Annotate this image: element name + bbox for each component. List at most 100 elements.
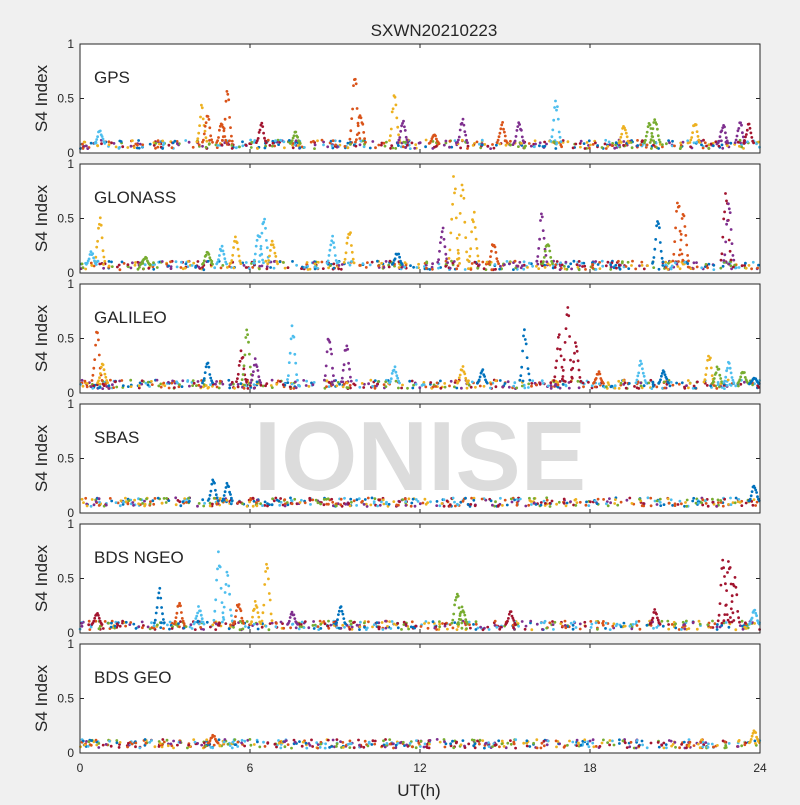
data-point [669, 266, 673, 270]
data-point [640, 739, 644, 743]
data-point [619, 625, 623, 629]
data-point [658, 497, 662, 501]
data-point [744, 135, 747, 139]
data-point [215, 380, 219, 383]
data-point [199, 609, 202, 613]
data-point [238, 500, 241, 503]
data-point [661, 145, 664, 149]
data-point [726, 618, 730, 622]
data-point [727, 362, 731, 365]
data-point [443, 624, 447, 628]
data-point [610, 144, 614, 147]
data-point [387, 502, 391, 506]
data-point [631, 259, 634, 263]
data-point [732, 258, 736, 262]
data-point [594, 141, 597, 145]
data-point [221, 249, 225, 253]
data-point [575, 349, 579, 353]
data-point [558, 268, 562, 271]
data-point [464, 496, 467, 500]
data-point [462, 611, 466, 614]
data-point [521, 349, 524, 353]
data-point [701, 745, 705, 749]
data-point [407, 627, 410, 631]
data-point [538, 141, 542, 145]
data-point [343, 625, 346, 629]
data-point [656, 616, 659, 620]
data-point [715, 365, 719, 369]
data-point [373, 739, 377, 743]
data-point [756, 266, 759, 270]
data-point [701, 146, 705, 150]
data-point [568, 739, 571, 743]
data-point [723, 575, 726, 578]
data-point [730, 267, 733, 271]
data-point [263, 217, 266, 221]
data-point [454, 216, 458, 220]
data-point [690, 136, 694, 139]
data-point [272, 260, 276, 263]
data-point [478, 738, 482, 742]
data-point [491, 503, 494, 507]
data-point [382, 141, 386, 145]
data-point [627, 382, 631, 385]
data-point [618, 742, 621, 745]
data-point [102, 368, 106, 372]
data-point [148, 263, 152, 267]
data-point [278, 260, 282, 264]
data-point [304, 384, 308, 387]
data-point [139, 498, 142, 501]
data-point [670, 144, 674, 148]
data-point [152, 144, 156, 147]
data-point [256, 740, 259, 744]
data-point [162, 621, 166, 624]
data-point [630, 264, 633, 267]
data-point [400, 124, 403, 128]
data-point [300, 620, 304, 624]
data-point [753, 622, 756, 625]
data-point [655, 122, 658, 126]
data-point [673, 504, 677, 507]
data-point [232, 625, 235, 629]
data-point [454, 187, 457, 191]
data-point [302, 379, 306, 382]
data-point [414, 624, 418, 628]
data-point [101, 382, 105, 386]
data-point [268, 622, 272, 625]
data-point [541, 229, 545, 233]
data-point [408, 147, 412, 151]
panel-label: SBAS [94, 428, 139, 447]
data-point [271, 141, 275, 145]
data-point [614, 143, 618, 147]
data-point [628, 745, 632, 749]
data-point [472, 210, 476, 214]
data-point [132, 503, 135, 507]
data-point [115, 739, 119, 742]
data-point [118, 624, 122, 628]
data-point [325, 385, 328, 388]
data-point [184, 139, 188, 142]
data-point [260, 625, 264, 629]
data-point [658, 140, 662, 144]
data-point [535, 383, 538, 387]
data-point [124, 500, 128, 504]
data-point [500, 742, 504, 746]
data-point [230, 496, 233, 500]
data-point [279, 139, 283, 142]
data-point [737, 740, 740, 743]
data-point [184, 625, 188, 628]
data-point [727, 625, 731, 629]
data-point [336, 618, 339, 622]
data-point [460, 605, 464, 609]
data-point [645, 143, 649, 147]
data-point [229, 608, 232, 612]
data-point [698, 141, 702, 144]
data-point [590, 386, 594, 390]
panel-background [80, 524, 760, 633]
data-point [96, 331, 99, 335]
data-point [242, 386, 246, 390]
data-point [512, 626, 515, 630]
data-point [723, 210, 726, 214]
data-point [156, 496, 160, 500]
data-point [456, 264, 460, 268]
